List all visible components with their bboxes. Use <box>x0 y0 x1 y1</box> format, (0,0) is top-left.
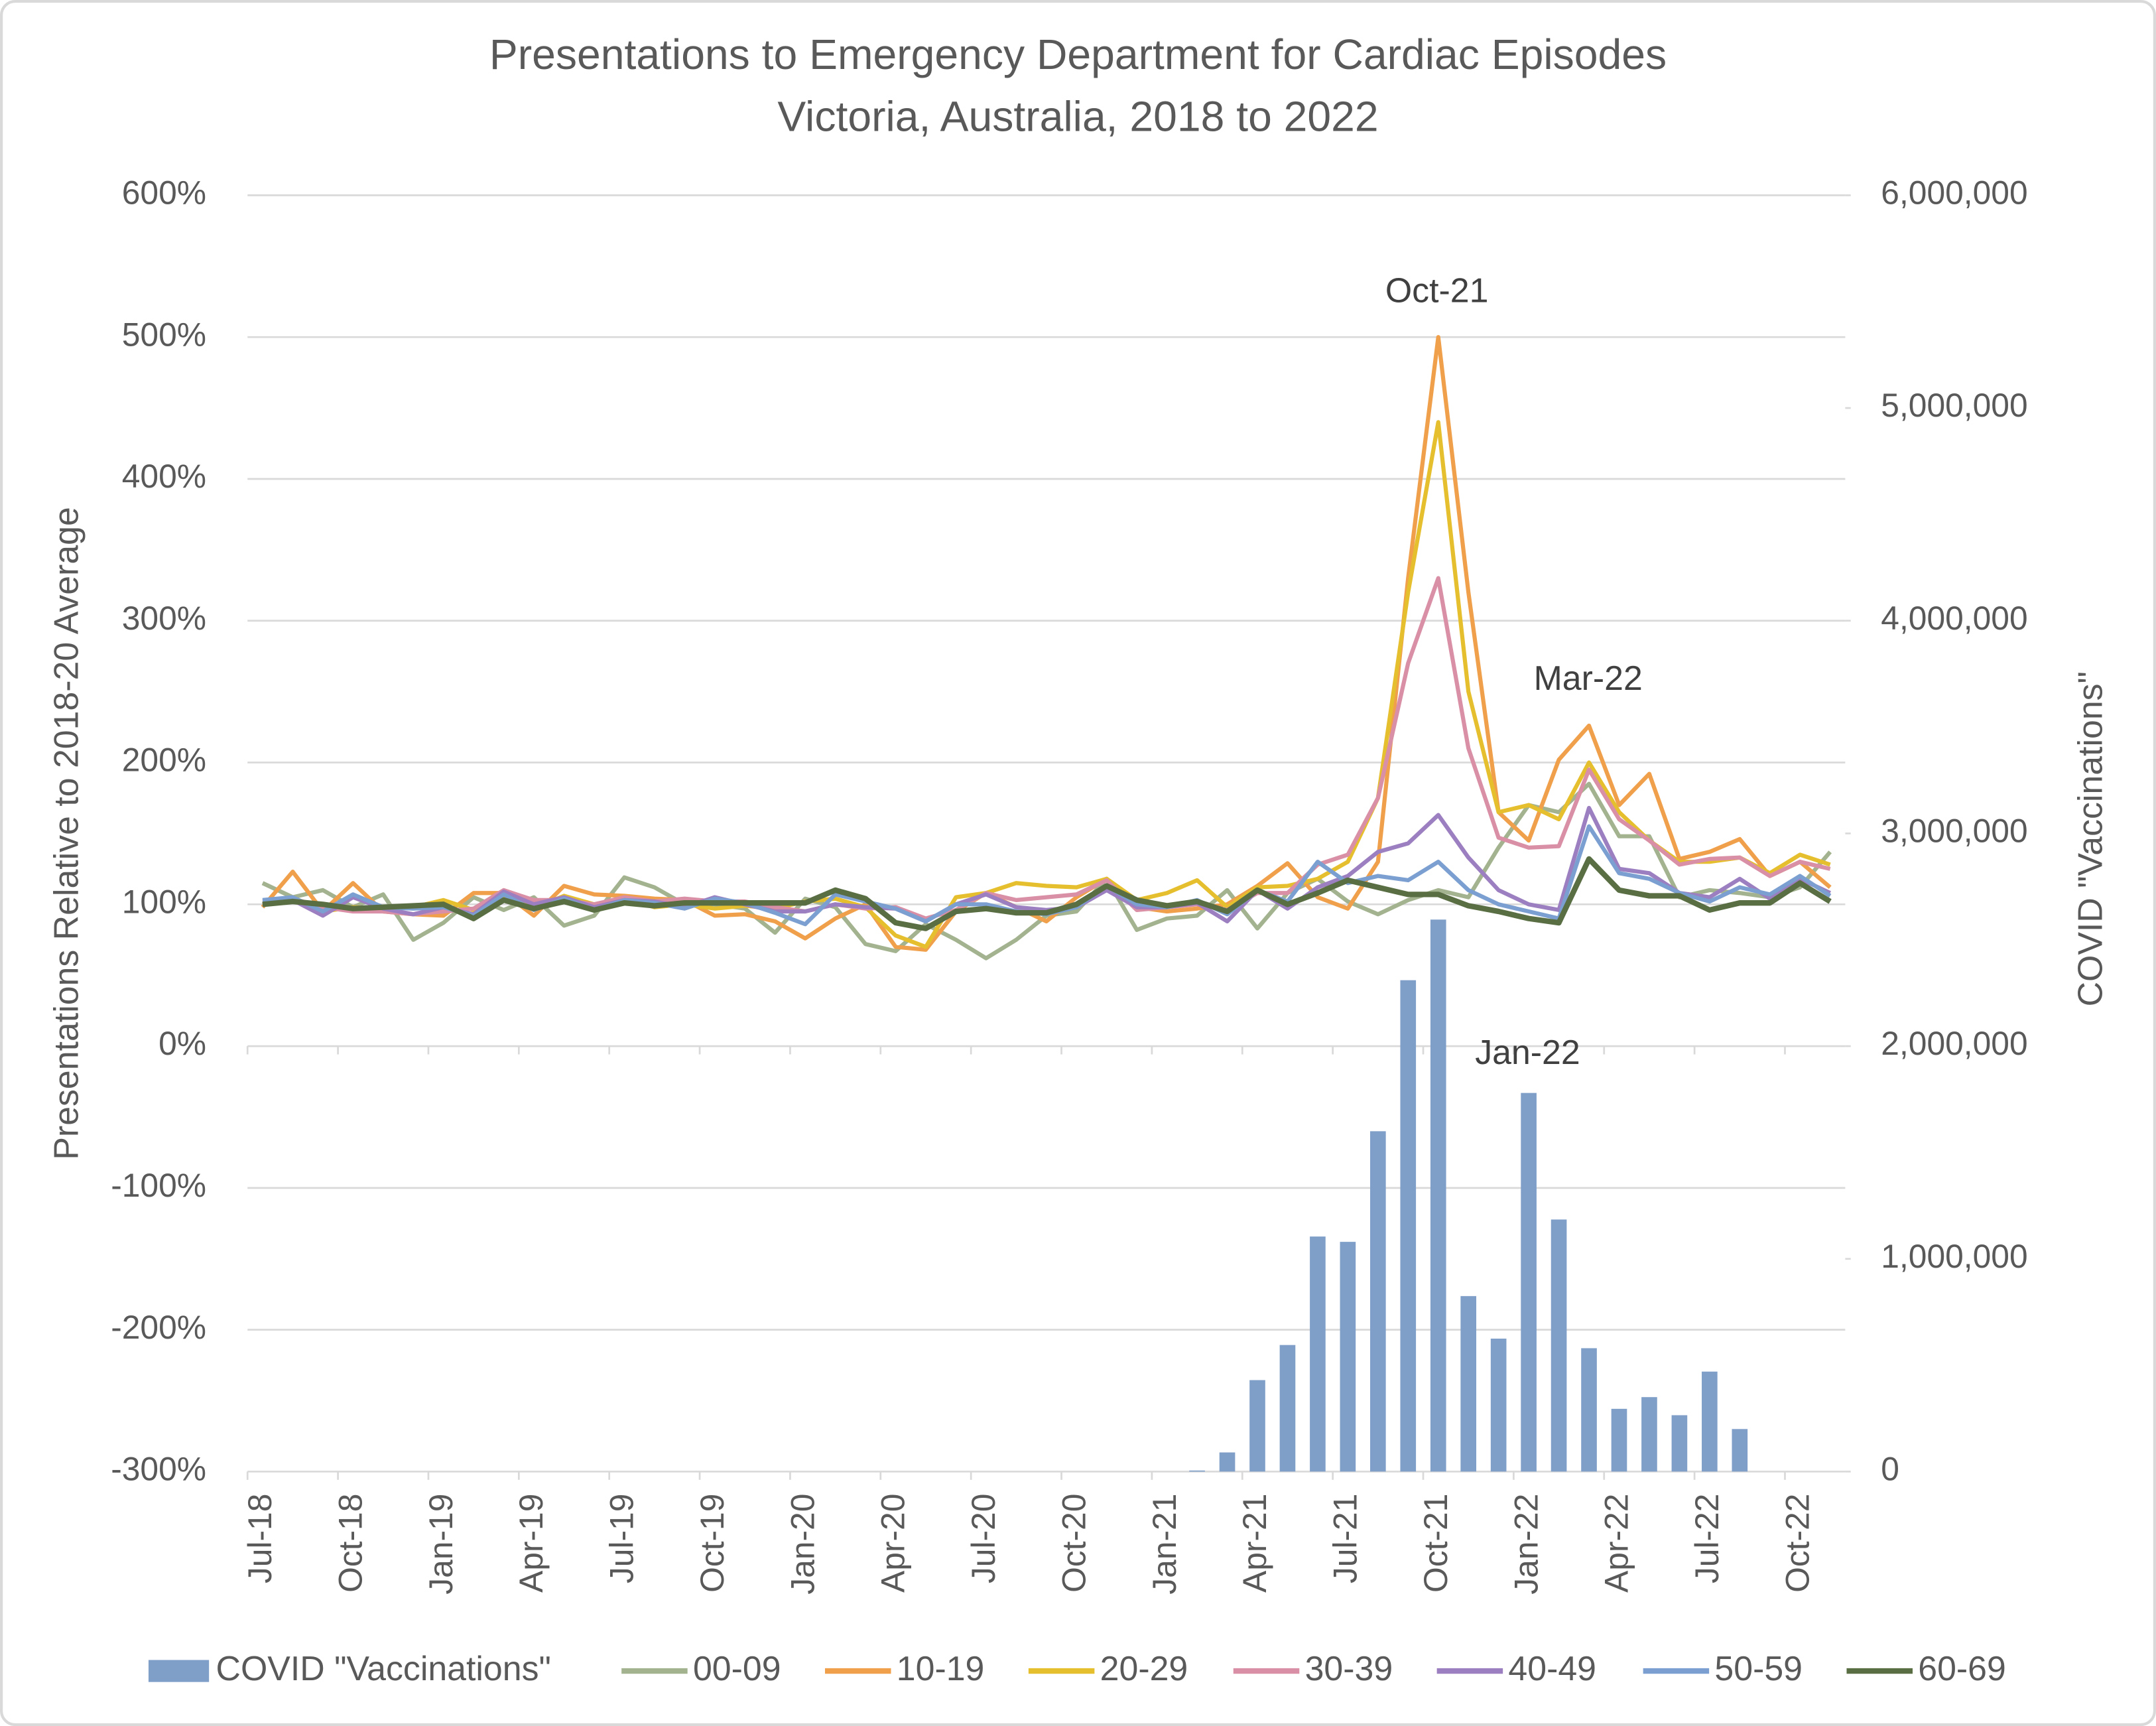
y-tick-label: 500% <box>122 316 206 353</box>
x-tick-label: Oct-22 <box>1779 1494 1816 1593</box>
x-tick-label: Jan-22 <box>1507 1494 1545 1595</box>
bar <box>1671 1415 1688 1472</box>
x-tick-label: Apr-19 <box>513 1494 550 1593</box>
x-tick-label: Jul-20 <box>965 1494 1002 1584</box>
bar <box>1490 1339 1507 1472</box>
x-tick-label: Oct-19 <box>694 1494 731 1593</box>
bar <box>1430 919 1446 1472</box>
bar <box>1400 980 1417 1472</box>
y-axis-label: Presentations Relative to 2018-20 Averag… <box>46 507 85 1160</box>
chart-subtitle: Victoria, Australia, 2018 to 2022 <box>777 92 1378 140</box>
legend-label: 60-69 <box>1918 1649 2006 1688</box>
y-tick-label: -200% <box>111 1309 206 1346</box>
y-tick-label: 200% <box>122 742 206 779</box>
y2-tick-label: 2,000,000 <box>1881 1025 2027 1062</box>
y-tick-label: 400% <box>122 458 206 495</box>
bar <box>1460 1295 1477 1472</box>
y-tick-label: -100% <box>111 1167 206 1204</box>
bar <box>1641 1397 1657 1472</box>
y2-tick-label: 1,000,000 <box>1881 1238 2027 1275</box>
x-tick-label: Apr-20 <box>875 1494 912 1593</box>
bar <box>1521 1093 1537 1472</box>
line-series <box>262 576 1831 921</box>
bar <box>1551 1219 1567 1472</box>
annotation: Mar-22 <box>1534 659 1643 697</box>
y-tick-label: -300% <box>111 1451 206 1488</box>
bar <box>1249 1380 1265 1472</box>
bar <box>1310 1236 1326 1472</box>
y-tick-label: 0% <box>159 1025 206 1062</box>
x-tick-label: Oct-20 <box>1055 1494 1092 1593</box>
annotation: Oct-21 <box>1385 271 1489 309</box>
bar <box>1732 1429 1748 1472</box>
annotation: Jan-22 <box>1475 1033 1580 1071</box>
x-tick-label: Apr-22 <box>1598 1494 1635 1593</box>
line-series <box>262 856 1832 931</box>
y2-tick-label: 5,000,000 <box>1881 387 2027 424</box>
legend-label: 50-59 <box>1714 1649 1803 1688</box>
legend-label: COVID "Vaccinations" <box>216 1649 551 1688</box>
y2-tick-label: 0 <box>1881 1451 1899 1488</box>
legend-label: 40-49 <box>1508 1649 1596 1688</box>
bar <box>1581 1348 1597 1472</box>
legend-label: 30-39 <box>1305 1649 1393 1688</box>
bar <box>1189 1470 1205 1472</box>
y2-tick-label: 3,000,000 <box>1881 813 2027 850</box>
x-tick-label: Apr-21 <box>1236 1494 1273 1593</box>
bar <box>1219 1452 1236 1472</box>
x-tick-label: Jan-19 <box>422 1494 460 1595</box>
bar <box>1702 1371 1718 1472</box>
y-tick-label: 600% <box>122 174 206 212</box>
y2-tick-label: 4,000,000 <box>1881 600 2027 637</box>
bar <box>1370 1131 1386 1472</box>
legend-swatch <box>148 1660 210 1682</box>
legend-label: 20-29 <box>1100 1649 1188 1688</box>
x-tick-label: Oct-18 <box>332 1494 369 1593</box>
y-tick-label: 100% <box>122 883 206 920</box>
chart-title: Presentations to Emergency Department fo… <box>489 31 1667 78</box>
bar <box>1279 1345 1296 1472</box>
bar <box>1611 1408 1627 1472</box>
legend-label: 10-19 <box>897 1649 985 1688</box>
x-tick-label: Jul-22 <box>1688 1494 1726 1584</box>
y2-axis-label: COVID "Vaccinations" <box>2070 671 2109 1006</box>
x-tick-label: Jul-18 <box>241 1494 279 1584</box>
y2-tick-label: 6,000,000 <box>1881 174 2027 212</box>
x-tick-label: Jul-21 <box>1327 1494 1364 1584</box>
legend-label: 00-09 <box>693 1649 781 1688</box>
x-tick-label: Jan-21 <box>1146 1494 1183 1595</box>
x-tick-label: Jan-20 <box>784 1494 821 1595</box>
x-tick-label: Jul-19 <box>603 1494 641 1584</box>
y-tick-label: 300% <box>122 600 206 637</box>
bar <box>1340 1242 1356 1472</box>
x-tick-label: Oct-21 <box>1417 1494 1454 1593</box>
